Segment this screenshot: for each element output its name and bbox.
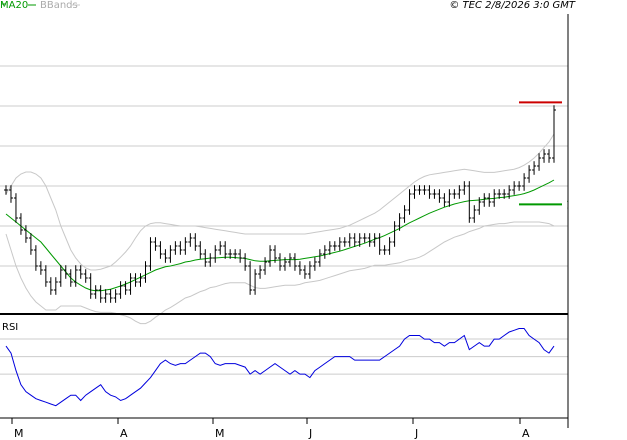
- price-panel: 16001700180019002000210020091754: [0, 60, 618, 325]
- timestamp: © TEC 2/8/2026 3:0 GMT: [449, 0, 576, 11]
- rsi-title: RSI: [2, 322, 18, 333]
- price-bars: [4, 105, 556, 303]
- bb-lower-line: [5, 221, 555, 325]
- ma20-line: [5, 179, 555, 292]
- bb-legend-label: BBands: [40, 0, 78, 11]
- ma-legend-label: MA20: [0, 0, 28, 11]
- month-label: J: [414, 427, 418, 440]
- month-label: A: [120, 427, 128, 440]
- axis-background: [568, 14, 627, 428]
- bb-upper-line: [5, 133, 555, 271]
- month-label: A: [522, 427, 530, 440]
- rsi-line: [5, 328, 555, 407]
- month-label: J: [308, 427, 312, 440]
- month-label: M: [14, 427, 24, 440]
- month-label: M: [215, 427, 225, 440]
- rsi-panel: 500060007000: [0, 328, 620, 407]
